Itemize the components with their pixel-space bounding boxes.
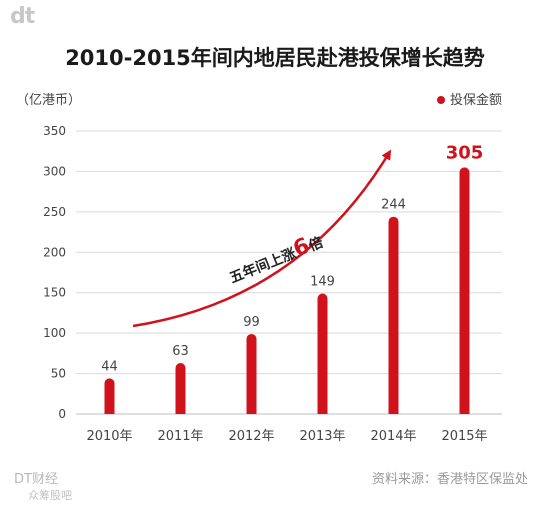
brand-logo: dt	[10, 4, 35, 29]
y-tick-label: 100	[43, 326, 66, 340]
data-labels: 44 63 99 149 244 305	[101, 142, 483, 374]
data-label: 149	[310, 275, 335, 290]
bar-base	[104, 409, 115, 414]
x-tick-label: 2010年	[86, 429, 132, 444]
data-label: 305	[446, 142, 484, 163]
data-label: 244	[381, 198, 406, 213]
x-tick-label: 2014年	[370, 429, 416, 444]
grid-lines	[76, 130, 502, 415]
x-tick-label: 2012年	[228, 429, 274, 444]
y-tick-label: 0	[58, 407, 66, 421]
chart-title: 2010-2015年间内地居民赴港投保增长趋势	[65, 46, 485, 70]
x-tick-label: 2011年	[157, 429, 203, 444]
y-tick-label: 200	[43, 245, 66, 259]
bar	[246, 333, 257, 414]
bar-base	[317, 409, 328, 414]
annotation-suffix: 倍	[306, 234, 325, 255]
x-axis-ticks: 2010年 2011年 2012年 2013年 2014年 2015年	[86, 429, 487, 444]
y-tick-label: 150	[43, 286, 66, 300]
y-axis-unit-label: （亿港币）	[16, 93, 81, 108]
y-tick-label: 350	[43, 124, 66, 138]
data-label: 44	[101, 359, 118, 374]
x-tick-label: 2013年	[299, 429, 345, 444]
bar	[104, 378, 115, 414]
legend-label: 投保金额	[450, 92, 502, 108]
y-tick-label: 50	[51, 367, 66, 381]
data-label: 63	[172, 344, 189, 359]
watermark: 众筹股吧	[28, 489, 72, 502]
bar-base	[459, 409, 470, 414]
y-tick-label: 250	[43, 205, 66, 219]
bars	[104, 167, 470, 414]
growth-arrow	[132, 149, 392, 328]
bar-base	[246, 409, 257, 414]
bar-base	[175, 409, 186, 414]
legend-marker	[437, 96, 445, 104]
bar	[388, 216, 399, 414]
bar	[317, 293, 328, 414]
data-label: 99	[243, 315, 260, 330]
footer-brand: DT财经	[14, 472, 58, 487]
source-note: 资料来源：香港特区保监处	[371, 472, 528, 487]
x-tick-label: 2015年	[441, 429, 487, 444]
y-axis-ticks: 0 50 100 150 200 250 300 350	[43, 124, 66, 421]
bar-base	[388, 409, 399, 414]
bar	[175, 363, 186, 414]
y-tick-label: 300	[43, 164, 66, 178]
bar	[459, 167, 470, 414]
